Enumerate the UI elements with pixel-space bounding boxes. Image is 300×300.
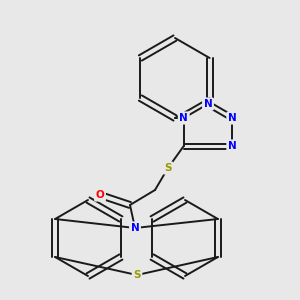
Text: N: N [228, 141, 237, 151]
Text: O: O [96, 190, 104, 200]
Text: N: N [204, 99, 212, 109]
Text: N: N [179, 113, 188, 123]
Text: N: N [228, 113, 237, 123]
Text: S: S [164, 163, 172, 173]
Text: N: N [130, 223, 140, 233]
Text: S: S [133, 270, 141, 280]
